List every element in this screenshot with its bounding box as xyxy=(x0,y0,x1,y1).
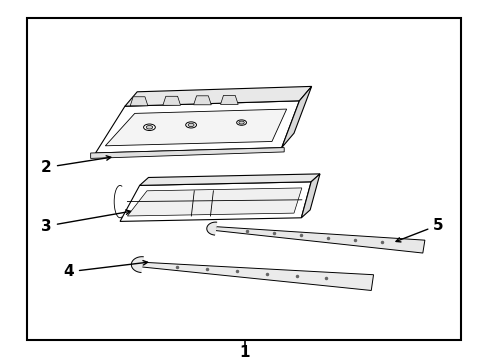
Polygon shape xyxy=(91,148,284,158)
Polygon shape xyxy=(130,97,148,106)
Text: 5: 5 xyxy=(396,217,444,242)
Text: 1: 1 xyxy=(240,345,250,360)
Polygon shape xyxy=(105,109,287,146)
Text: 3: 3 xyxy=(41,210,130,234)
Bar xyxy=(27,18,461,340)
Polygon shape xyxy=(282,86,312,148)
Polygon shape xyxy=(220,95,238,104)
Ellipse shape xyxy=(239,121,244,124)
Polygon shape xyxy=(125,86,312,106)
Polygon shape xyxy=(131,257,143,273)
Text: 2: 2 xyxy=(41,156,111,175)
Polygon shape xyxy=(163,96,180,105)
Polygon shape xyxy=(120,182,311,221)
Polygon shape xyxy=(96,101,299,153)
Polygon shape xyxy=(127,188,302,216)
Ellipse shape xyxy=(188,123,194,127)
Ellipse shape xyxy=(146,126,153,129)
Polygon shape xyxy=(194,96,211,105)
Polygon shape xyxy=(140,174,320,185)
Text: 4: 4 xyxy=(63,261,147,279)
Polygon shape xyxy=(142,262,373,291)
Ellipse shape xyxy=(186,122,196,128)
Polygon shape xyxy=(301,174,320,218)
Ellipse shape xyxy=(237,120,246,125)
Polygon shape xyxy=(215,227,425,253)
Ellipse shape xyxy=(144,124,155,131)
Polygon shape xyxy=(207,222,217,235)
